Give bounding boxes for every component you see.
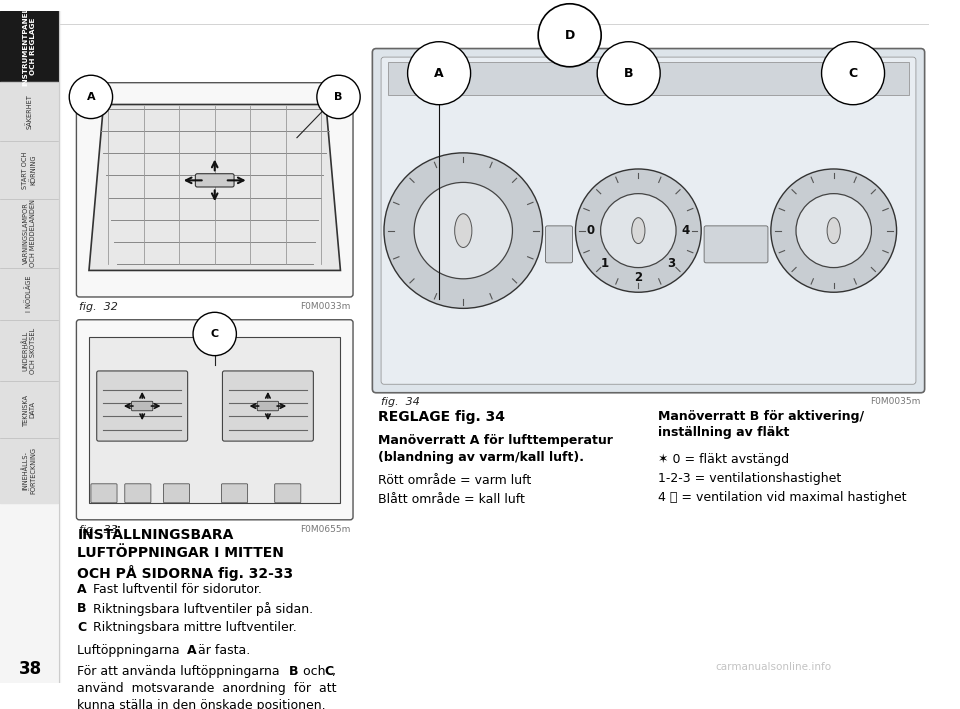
Text: fig.  33: fig. 33 [80, 525, 118, 535]
Text: B: B [289, 665, 299, 678]
Text: är fasta.: är fasta. [195, 644, 251, 657]
Text: F0M0033m: F0M0033m [300, 302, 350, 311]
Text: Manöverratt B för aktivering/
inställning av fläkt: Manöverratt B för aktivering/ inställnin… [658, 410, 864, 440]
Text: 1-2-3 = ventilationshastighet: 1-2-3 = ventilationshastighet [658, 472, 841, 486]
FancyBboxPatch shape [125, 484, 151, 503]
Text: INSTRUMENTPANEL
OCH REGLAGE: INSTRUMENTPANEL OCH REGLAGE [22, 6, 36, 86]
Text: UNDERHÅLL
OCH SKÖTSEL: UNDERHÅLL OCH SKÖTSEL [22, 328, 36, 374]
Text: A: A [434, 67, 444, 79]
FancyBboxPatch shape [257, 401, 278, 411]
FancyBboxPatch shape [97, 371, 187, 441]
Text: VARNINGSLAMPOR
OCH MEDDELANDEN: VARNINGSLAMPOR OCH MEDDELANDEN [22, 199, 36, 267]
Text: 4 ⓐ = ventilation vid maximal hastighet: 4 ⓐ = ventilation vid maximal hastighet [658, 491, 906, 504]
Text: Blått område = kall luft: Blått område = kall luft [378, 493, 525, 506]
Bar [0, 320, 58, 381]
Text: Fast luftventil för sidorutor.: Fast luftventil för sidorutor. [93, 584, 262, 596]
Bar [0, 381, 58, 438]
Circle shape [771, 169, 897, 292]
FancyBboxPatch shape [77, 320, 353, 520]
Text: 0: 0 [587, 224, 595, 237]
FancyBboxPatch shape [275, 484, 300, 503]
Text: använd  motsvarande  anordning  för  att: använd motsvarande anordning för att [78, 682, 337, 695]
FancyBboxPatch shape [222, 484, 248, 503]
Text: ✶ 0 = fläkt avstängd: ✶ 0 = fläkt avstängd [658, 454, 789, 467]
FancyBboxPatch shape [77, 83, 353, 297]
Circle shape [601, 194, 676, 267]
Text: A: A [78, 584, 87, 596]
Bar [0, 199, 58, 267]
Bar [0, 438, 58, 503]
Text: B: B [78, 603, 86, 615]
Bar [89, 337, 341, 503]
FancyBboxPatch shape [704, 226, 768, 263]
FancyBboxPatch shape [372, 48, 924, 393]
FancyBboxPatch shape [381, 57, 916, 384]
Text: Manöverratt A för lufttemperatur
(blandning av varm/kall luft).: Manöverratt A för lufttemperatur (blandn… [378, 435, 613, 464]
FancyBboxPatch shape [545, 226, 572, 263]
FancyBboxPatch shape [223, 371, 313, 441]
Text: och: och [299, 665, 329, 678]
FancyBboxPatch shape [163, 484, 189, 503]
Text: I NÖDLÄGE: I NÖDLÄGE [26, 275, 33, 312]
Bar [388, 62, 909, 95]
Text: Riktningsbara mittre luftventiler.: Riktningsbara mittre luftventiler. [93, 621, 297, 635]
FancyBboxPatch shape [132, 401, 153, 411]
Circle shape [414, 182, 513, 279]
Text: ,: , [332, 665, 336, 678]
Text: 1: 1 [601, 257, 610, 269]
Text: START OCH
KÖRNING: START OCH KÖRNING [22, 151, 36, 189]
Circle shape [575, 169, 701, 292]
Bar [0, 140, 58, 199]
Polygon shape [89, 104, 341, 270]
Bar [0, 82, 58, 140]
Text: A: A [186, 644, 196, 657]
FancyBboxPatch shape [196, 174, 234, 187]
Text: F0M0035m: F0M0035m [871, 396, 921, 406]
Text: TEKNISKA
DATA: TEKNISKA DATA [22, 393, 36, 426]
Text: C: C [210, 329, 219, 339]
Text: fig.  32: fig. 32 [80, 302, 118, 312]
Text: kunna ställa in den önskade positionen.: kunna ställa in den önskade positionen. [78, 699, 326, 709]
Text: 3: 3 [667, 257, 676, 269]
Text: 38: 38 [18, 659, 41, 678]
Text: Rött område = varm luft: Rött område = varm luft [378, 474, 532, 487]
Ellipse shape [632, 218, 645, 244]
Bar [0, 11, 58, 82]
Ellipse shape [455, 213, 472, 247]
Text: INNEHÅLLS-
FÖRTECKNING: INNEHÅLLS- FÖRTECKNING [22, 447, 36, 494]
Text: C: C [324, 665, 333, 678]
Text: 2: 2 [635, 271, 642, 284]
Text: fig.  34: fig. 34 [381, 396, 420, 406]
Bar [0, 11, 60, 683]
Text: F0M0655m: F0M0655m [300, 525, 350, 534]
Text: 4: 4 [682, 224, 690, 237]
Text: A: A [86, 92, 95, 102]
Text: B: B [624, 67, 634, 79]
Text: SÄKERHET: SÄKERHET [26, 94, 33, 128]
Text: Riktningsbara luftventiler på sidan.: Riktningsbara luftventiler på sidan. [93, 603, 313, 616]
Text: D: D [564, 29, 575, 42]
Ellipse shape [828, 218, 840, 244]
Text: Luftöppningarna: Luftöppningarna [78, 644, 184, 657]
Text: INSTÄLLNINGSBARA
LUFTÖPPNINGAR I MITTEN
OCH PÅ SIDORNA fig. 32-33: INSTÄLLNINGSBARA LUFTÖPPNINGAR I MITTEN … [78, 528, 294, 581]
Circle shape [796, 194, 872, 267]
FancyBboxPatch shape [91, 484, 117, 503]
Text: REGLAGE fig. 34: REGLAGE fig. 34 [378, 410, 505, 424]
Text: carmanualsonline.info: carmanualsonline.info [716, 661, 831, 671]
Text: För att använda luftöppningarna: För att använda luftöppningarna [78, 665, 284, 678]
Circle shape [384, 153, 542, 308]
Text: C: C [78, 621, 86, 635]
Text: B: B [334, 92, 343, 102]
Text: C: C [849, 67, 857, 79]
Bar [0, 267, 58, 320]
